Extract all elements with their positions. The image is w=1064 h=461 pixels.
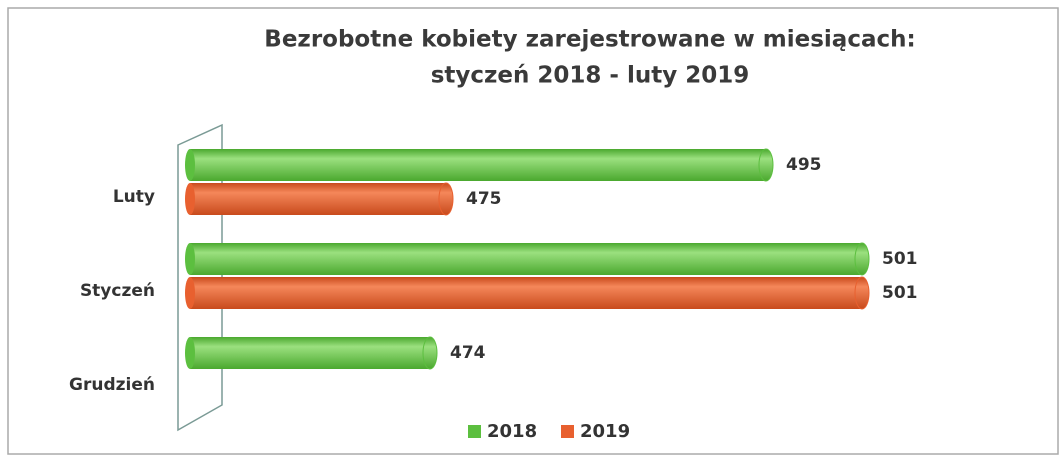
bar-cap [438,182,454,216]
bar-start [185,337,195,369]
legend-label: 2018 [487,421,537,442]
bar-start [185,243,195,275]
bar [190,243,862,275]
bar-cap [758,148,774,182]
bar [190,277,862,309]
legend-swatch [468,425,481,438]
value-label: 495 [786,155,822,175]
bar-start [185,183,195,215]
bar-cap [854,276,870,310]
category-label: Styczeń [80,281,155,301]
value-label: 474 [450,343,486,363]
bar-cap [422,336,438,370]
bar [190,183,446,215]
wall [177,123,223,432]
legend-label: 2019 [580,421,630,442]
value-label: 501 [882,249,918,269]
frame [7,7,1059,455]
category-label: Luty [113,187,155,207]
chart-title: styczeń 2018 - luty 2019 [431,63,750,89]
value-label: 501 [882,283,918,303]
bar [190,337,430,369]
category-label: Grudzień [69,375,155,395]
value-label: 475 [466,189,502,209]
bar-cap [854,242,870,276]
legend-swatch [561,425,574,438]
bar-start [185,149,195,181]
bar [190,149,766,181]
chart-title: Bezrobotne kobiety zarejestrowane w mies… [264,27,915,53]
bar-start [185,277,195,309]
